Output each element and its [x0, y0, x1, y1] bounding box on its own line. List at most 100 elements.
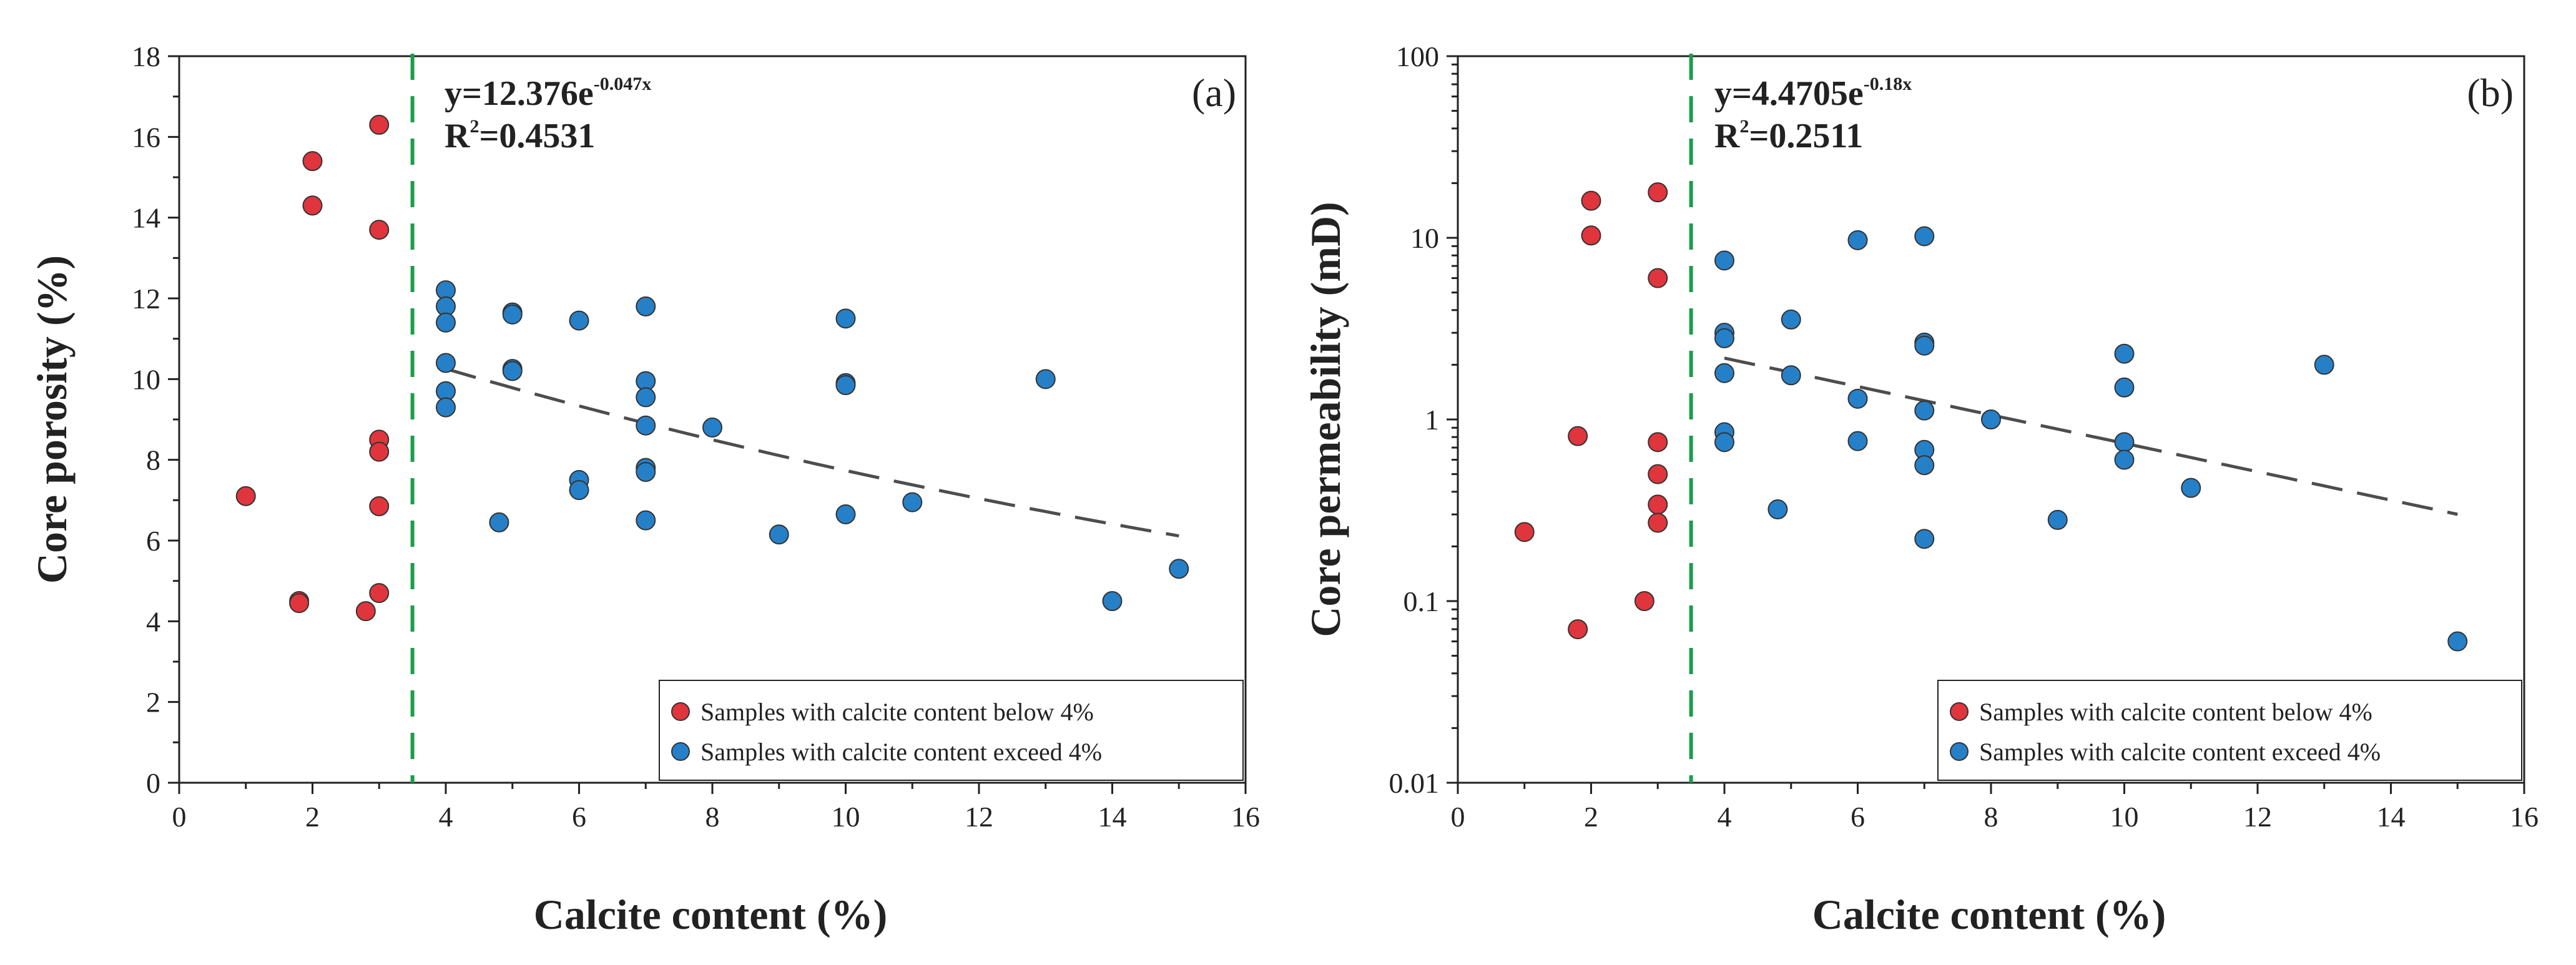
data-point-exceed [636, 387, 656, 408]
data-point-exceed [636, 415, 656, 436]
data-point-below [1581, 190, 1601, 211]
x-tick-label: 14 [1098, 801, 1127, 833]
r-squared: R2=0.4531 [445, 116, 595, 155]
x-tick-label: 10 [832, 801, 860, 833]
data-point-below [355, 601, 376, 622]
data-point-below [1514, 522, 1535, 542]
data-point-exceed [489, 512, 509, 532]
data-point-exceed [1714, 328, 1734, 348]
data-point-exceed [1781, 309, 1801, 330]
data-point-exceed [2047, 509, 2068, 530]
y-tick-label: 14 [132, 202, 160, 234]
data-point-exceed [2114, 377, 2135, 398]
data-point-below [369, 496, 390, 517]
data-point-exceed [2114, 343, 2135, 364]
panel-label: (b) [2467, 71, 2514, 115]
data-point-below [1648, 494, 1668, 515]
x-tick-label: 10 [2110, 801, 2139, 833]
data-point-exceed [2314, 355, 2334, 375]
data-point-below [1581, 225, 1601, 246]
panel-b-chart: (b) Calcite content (%) Core permeabilit… [1302, 41, 2539, 938]
x-tick-label: 4 [439, 801, 453, 833]
x-tick-label: 6 [572, 801, 586, 833]
data-point-below [1648, 432, 1668, 453]
data-point-below [302, 195, 323, 216]
data-point-exceed [2181, 478, 2201, 498]
data-point-exceed [1714, 432, 1734, 453]
x-tick-label: 8 [1984, 801, 1998, 833]
data-point-exceed [636, 296, 656, 316]
data-point-below [289, 593, 310, 614]
data-point-exceed [835, 375, 856, 396]
r-squared-value: =0.4531 [479, 117, 595, 155]
fit-equation: y=12.376e-0.047x [445, 74, 651, 113]
data-point-exceed [436, 312, 456, 333]
legend-marker [1950, 702, 1969, 721]
y-tick-label: 0.01 [1389, 767, 1440, 799]
x-tick-label: 12 [965, 801, 993, 833]
y-tick-label: 1 [1425, 404, 1439, 436]
data-point-exceed [702, 417, 722, 438]
legend-marker [671, 702, 690, 721]
legend-box [659, 680, 1244, 781]
y-axis-title: Core permeability (mD) [1302, 202, 1349, 637]
x-tick-label: 16 [1231, 801, 1260, 833]
x-tick-label: 2 [1584, 801, 1598, 833]
y-tick-label: 2 [146, 687, 160, 718]
r-squared-label: R [1714, 117, 1740, 155]
x-axis-title: Calcite content (%) [534, 891, 887, 938]
y-tick-label: 0 [146, 767, 160, 799]
data-point-exceed [835, 308, 856, 329]
fit-equation-exponent: -0.047x [594, 74, 652, 94]
data-point-below [1648, 182, 1668, 203]
data-point-below [302, 151, 323, 172]
data-point-exceed [1102, 591, 1123, 611]
data-point-below [369, 220, 390, 240]
x-tick-label: 8 [705, 801, 720, 833]
data-point-exceed [569, 480, 589, 501]
data-point-exceed [1914, 400, 1935, 421]
y-tick-label: 4 [146, 605, 160, 637]
data-point-exceed [502, 361, 523, 381]
data-point-exceed [436, 353, 456, 373]
panel-a-chart: (a) Calcite content (%) Core porosity (%… [28, 41, 1260, 938]
x-tick-label: 4 [1718, 801, 1732, 833]
data-point-exceed [1914, 335, 1935, 356]
legend-marker [671, 742, 690, 761]
y-tick-label: 16 [132, 121, 160, 153]
fit-equation-base: y=12.376e [445, 74, 594, 113]
data-point-exceed [1169, 559, 1189, 579]
legend-label: Samples with calcite content below 4% [1979, 698, 2372, 726]
r-squared-superscript: 2 [469, 116, 479, 137]
x-tick-label: 16 [2510, 801, 2539, 833]
y-tick-label: 12 [132, 283, 160, 315]
data-point-below [235, 486, 256, 506]
trend-line [1724, 356, 2458, 516]
data-point-exceed [1767, 499, 1788, 520]
data-point-exceed [1981, 409, 2001, 429]
data-point-below [1648, 512, 1668, 533]
r-squared: R2=0.2511 [1714, 116, 1863, 155]
data-point-below [1568, 619, 1588, 640]
panel-label: (a) [1192, 71, 1236, 115]
data-point-exceed [1847, 388, 1868, 409]
data-point-exceed [1847, 431, 1868, 451]
x-tick-label: 6 [1851, 801, 1865, 833]
r-squared-label: R [445, 117, 470, 155]
legend-label: Samples with calcite content exceed 4% [701, 738, 1102, 766]
legend-label: Samples with calcite content below 4% [701, 698, 1094, 726]
data-point-exceed [636, 510, 656, 531]
data-point-below [1634, 591, 1654, 611]
x-tick-label: 0 [1451, 801, 1465, 833]
data-point-exceed [569, 310, 589, 331]
data-point-exceed [2447, 631, 2468, 652]
y-axis-title: Core porosity (%) [28, 255, 76, 584]
data-point-exceed [902, 492, 923, 512]
fit-equation-base: y=4.4705e [1714, 74, 1864, 113]
data-point-exceed [835, 504, 856, 524]
legend-box [1937, 680, 2522, 781]
data-point-exceed [1914, 455, 1935, 476]
y-tick-label: 10 [132, 363, 160, 395]
y-tick-label: 6 [146, 525, 160, 557]
